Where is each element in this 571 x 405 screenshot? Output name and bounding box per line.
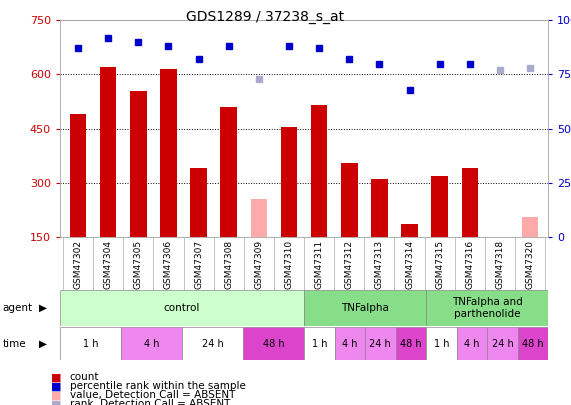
Bar	[190, 168, 207, 237]
Text: count: count	[70, 373, 99, 382]
Bar	[251, 199, 267, 237]
Text: 4 h: 4 h	[464, 339, 480, 349]
Text: 24 h: 24 h	[369, 339, 391, 349]
Bar	[121, 327, 182, 360]
Text: ■: ■	[51, 399, 62, 405]
Text: GSM47304: GSM47304	[104, 240, 112, 288]
Text: GSM47305: GSM47305	[134, 240, 143, 289]
Bar	[335, 327, 365, 360]
Text: ■: ■	[51, 382, 62, 391]
Bar	[522, 217, 538, 237]
Bar	[160, 69, 177, 237]
Bar	[70, 114, 86, 237]
Bar	[518, 327, 548, 360]
Bar	[311, 105, 327, 237]
Bar	[281, 127, 297, 237]
Bar	[426, 290, 548, 326]
Text: 24 h: 24 h	[202, 339, 223, 349]
Text: 48 h: 48 h	[522, 339, 544, 349]
Text: time: time	[3, 339, 26, 349]
Bar	[341, 163, 357, 237]
Text: GSM47313: GSM47313	[375, 240, 384, 289]
Text: 48 h: 48 h	[400, 339, 421, 349]
Text: 48 h: 48 h	[263, 339, 284, 349]
Text: 1 h: 1 h	[433, 339, 449, 349]
Bar	[243, 327, 304, 360]
Text: GSM47311: GSM47311	[315, 240, 324, 289]
Bar	[371, 179, 388, 237]
Text: ▶: ▶	[39, 339, 47, 349]
Text: GSM47314: GSM47314	[405, 240, 414, 288]
Bar	[304, 290, 426, 326]
Bar	[365, 327, 396, 360]
Text: GDS1289 / 37238_s_at: GDS1289 / 37238_s_at	[186, 10, 344, 24]
Text: 1 h: 1 h	[312, 339, 327, 349]
Bar	[426, 327, 457, 360]
Bar	[431, 175, 448, 237]
Text: 24 h: 24 h	[492, 339, 513, 349]
Bar	[60, 290, 304, 326]
Text: GSM47306: GSM47306	[164, 240, 173, 289]
Text: ■: ■	[51, 390, 62, 400]
Text: GSM47302: GSM47302	[74, 240, 83, 288]
Text: TNFalpha and
parthenolide: TNFalpha and parthenolide	[452, 297, 522, 319]
Bar	[487, 327, 518, 360]
Bar	[60, 327, 121, 360]
Text: percentile rank within the sample: percentile rank within the sample	[70, 382, 246, 391]
Text: GSM47316: GSM47316	[465, 240, 475, 289]
Bar	[401, 224, 418, 237]
Text: GSM47308: GSM47308	[224, 240, 233, 289]
Text: value, Detection Call = ABSENT: value, Detection Call = ABSENT	[70, 390, 235, 400]
Text: TNFalpha: TNFalpha	[341, 303, 389, 313]
Text: GSM47309: GSM47309	[254, 240, 263, 289]
Text: 1 h: 1 h	[83, 339, 98, 349]
Bar	[461, 168, 478, 237]
Bar	[130, 91, 147, 237]
Text: GSM47310: GSM47310	[284, 240, 293, 289]
Text: GSM47312: GSM47312	[345, 240, 354, 288]
Bar	[396, 327, 426, 360]
Text: control: control	[164, 303, 200, 313]
Text: GSM47318: GSM47318	[496, 240, 504, 289]
Text: GSM47307: GSM47307	[194, 240, 203, 289]
Text: 4 h: 4 h	[342, 339, 357, 349]
Text: GSM47315: GSM47315	[435, 240, 444, 289]
Bar	[492, 237, 508, 244]
Bar	[220, 107, 237, 237]
Text: 4 h: 4 h	[144, 339, 159, 349]
Bar	[457, 327, 487, 360]
Bar	[100, 67, 116, 237]
Text: ▶: ▶	[39, 303, 47, 313]
Text: GSM47320: GSM47320	[525, 240, 534, 288]
Bar	[182, 327, 243, 360]
Text: rank, Detection Call = ABSENT: rank, Detection Call = ABSENT	[70, 399, 230, 405]
Bar	[304, 327, 335, 360]
Text: ■: ■	[51, 373, 62, 382]
Text: agent: agent	[3, 303, 33, 313]
